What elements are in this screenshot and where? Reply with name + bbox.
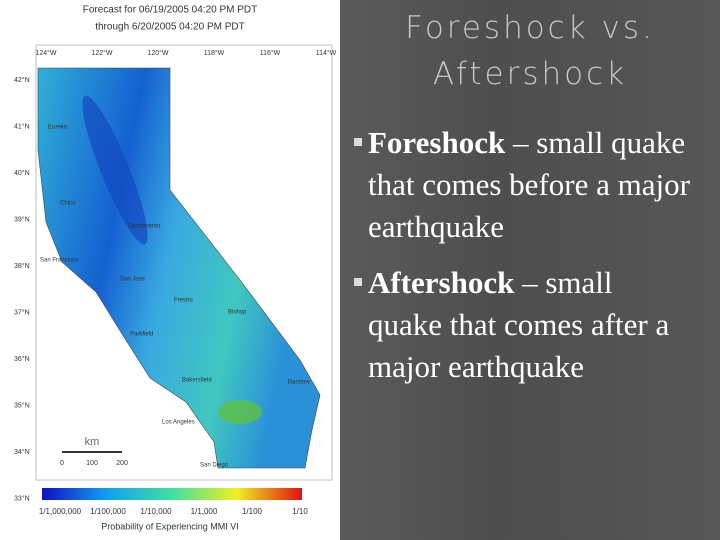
latitude-label: 34°N (14, 448, 30, 456)
latitude-label: 36°N (14, 355, 30, 363)
latitude-label: 38°N (14, 262, 30, 270)
bullet-term: Foreshock (368, 125, 506, 160)
longitude-label: 120°W (147, 49, 168, 57)
map: Forecast for 06/19/2005 04:20 PM PDT thr… (14, 5, 337, 532)
scale-tick: 0 (60, 460, 64, 467)
bullet-text: – small quake that comes before a major … (368, 125, 690, 244)
colorbar-label: 1/1,000,000 (39, 507, 82, 516)
longitude-label: 114°W (316, 49, 337, 57)
city-label: Sacramento (128, 224, 161, 230)
longitude-label: 118°W (204, 49, 225, 57)
latitude-label: 41°N (14, 122, 30, 130)
map-title: Forecast for 06/19/2005 04:20 PM PDT (83, 5, 258, 16)
city-label: San Diego (200, 463, 229, 469)
colorbar-label: 1/100 (242, 507, 263, 516)
city-label: San Jose (120, 277, 146, 283)
latitude-label: 39°N (14, 215, 30, 223)
city-label: Chico (60, 201, 76, 207)
colorbar-label: 1/10,000 (140, 507, 172, 516)
city-label: Fresno (174, 298, 193, 304)
latitude-label: 37°N (14, 308, 30, 316)
colorbar-caption: Probability of Experiencing MMI VI (101, 521, 239, 531)
content-panel (340, 0, 720, 540)
bullet-text: – small quake that comes after a major e… (368, 265, 670, 384)
latitude-label: 42°N (14, 76, 30, 84)
bullet-term: Aftershock (368, 265, 515, 300)
bullet-list: Foreshock – small quake that comes befor… (352, 122, 692, 388)
colorbar-label: 1/100,000 (90, 507, 126, 516)
colorbar-label: 1/10 (292, 507, 308, 516)
slide-title: Foreshock vs. (405, 10, 655, 46)
bullet: Aftershock – small quake that comes afte… (352, 262, 692, 388)
city-label: Bishop (228, 310, 247, 316)
latitude-label: 33°N (14, 494, 30, 502)
city-label: Los Angeles (162, 420, 195, 426)
scale-tick: 100 (86, 460, 98, 467)
hazard-zone (218, 400, 262, 424)
colorbar-label: 1/1,000 (191, 507, 218, 516)
longitude-label: 124°W (35, 49, 56, 57)
scale-tick: 200 (116, 460, 128, 467)
city-label: San Francisco (40, 258, 79, 264)
latitude-label: 35°N (14, 401, 30, 409)
city-label: Bakersfield (182, 378, 212, 384)
slide-title: Aftershock (432, 56, 628, 92)
city-label: Eureka (48, 125, 68, 131)
longitude-label: 116°W (260, 49, 281, 57)
colorbar (42, 488, 302, 500)
city-label: Parkfield (130, 332, 153, 338)
scale-unit: km (85, 436, 100, 448)
latitude-label: 40°N (14, 169, 30, 177)
central-valley (82, 95, 148, 245)
map-title: through 6/20/2005 04:20 PM PDT (95, 22, 245, 33)
city-label: Barstow (288, 380, 310, 386)
bullet: Foreshock – small quake that comes befor… (352, 122, 692, 248)
longitude-label: 122°W (91, 49, 112, 57)
